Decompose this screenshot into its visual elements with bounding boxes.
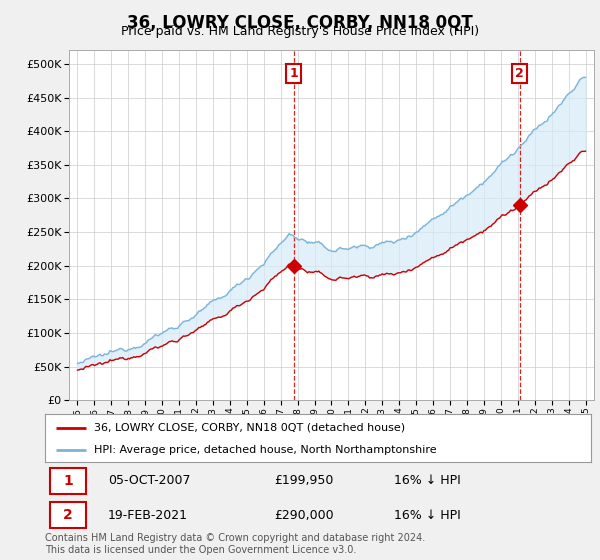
Text: 2: 2	[64, 508, 73, 522]
FancyBboxPatch shape	[50, 468, 86, 494]
Text: 05-OCT-2007: 05-OCT-2007	[108, 474, 190, 487]
Text: 2: 2	[515, 67, 524, 80]
Text: Price paid vs. HM Land Registry's House Price Index (HPI): Price paid vs. HM Land Registry's House …	[121, 25, 479, 38]
Text: £199,950: £199,950	[274, 474, 334, 487]
Text: 36, LOWRY CLOSE, CORBY, NN18 0QT (detached house): 36, LOWRY CLOSE, CORBY, NN18 0QT (detach…	[94, 423, 405, 433]
Text: HPI: Average price, detached house, North Northamptonshire: HPI: Average price, detached house, Nort…	[94, 445, 437, 455]
Text: 19-FEB-2021: 19-FEB-2021	[108, 508, 188, 521]
Text: £290,000: £290,000	[274, 508, 334, 521]
Text: 1: 1	[64, 474, 73, 488]
FancyBboxPatch shape	[50, 502, 86, 528]
Text: 16% ↓ HPI: 16% ↓ HPI	[394, 474, 461, 487]
Text: Contains HM Land Registry data © Crown copyright and database right 2024.
This d: Contains HM Land Registry data © Crown c…	[45, 533, 425, 555]
Text: 36, LOWRY CLOSE, CORBY, NN18 0QT: 36, LOWRY CLOSE, CORBY, NN18 0QT	[127, 14, 473, 32]
Text: 1: 1	[289, 67, 298, 80]
Text: 16% ↓ HPI: 16% ↓ HPI	[394, 508, 461, 521]
